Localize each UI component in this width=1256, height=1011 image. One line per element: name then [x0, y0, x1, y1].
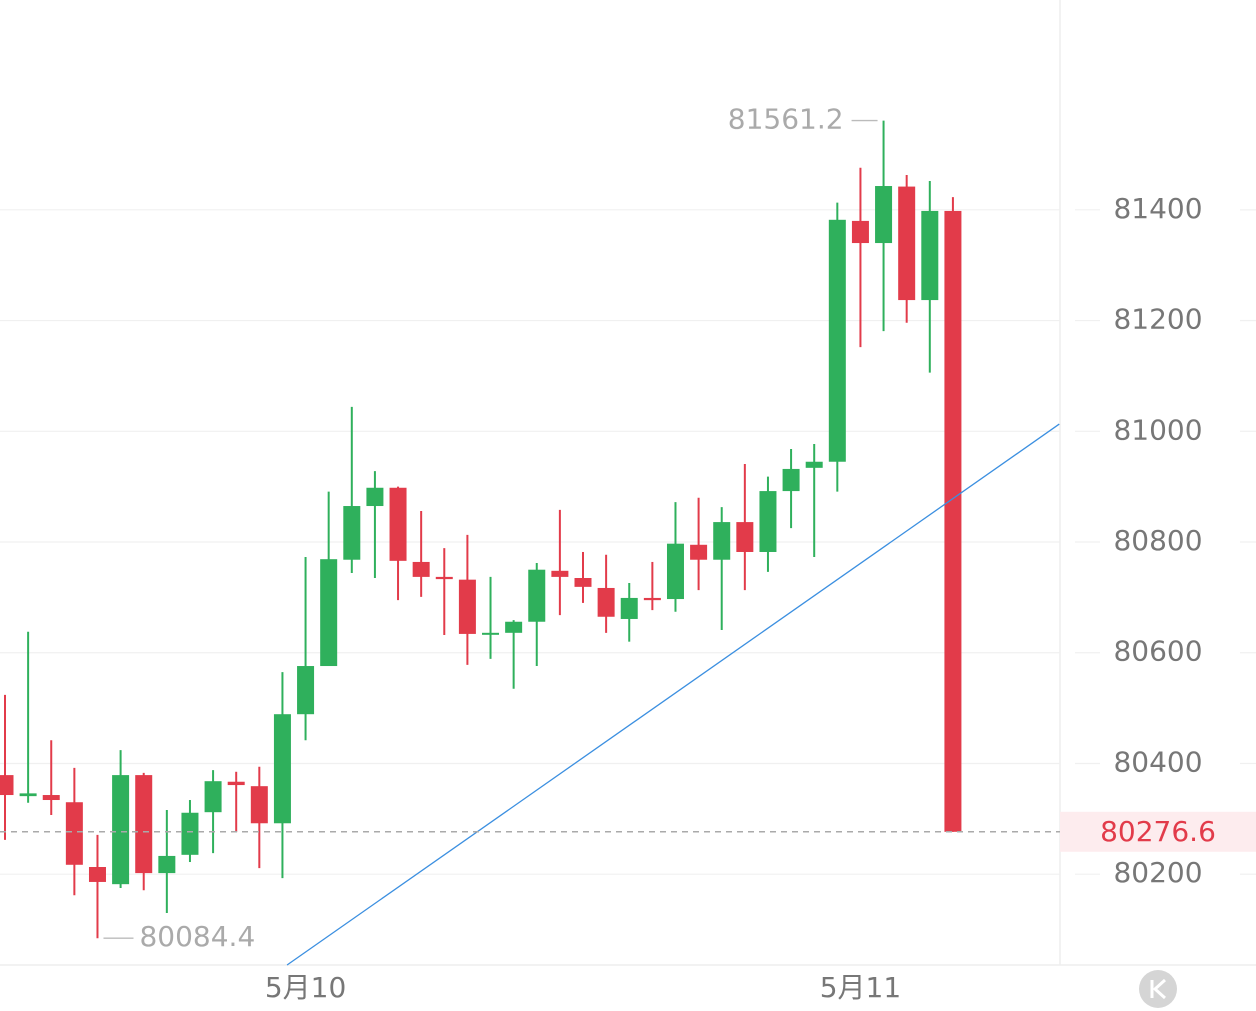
candle-body	[875, 186, 893, 244]
y-tick-label: 80800	[1113, 524, 1202, 557]
candle-body	[366, 487, 384, 507]
candle-body	[828, 219, 846, 462]
candle-body	[65, 802, 83, 865]
last-price-label: 80276.6	[1100, 815, 1216, 848]
candle-body	[458, 579, 476, 634]
candle-body	[851, 220, 869, 244]
candle-body	[435, 576, 453, 580]
candle-body	[42, 795, 60, 801]
candle-body	[389, 487, 407, 561]
y-tick-label: 81200	[1113, 303, 1202, 336]
candle-body	[528, 569, 546, 622]
candle-body	[597, 587, 615, 617]
kline-glyph	[1150, 978, 1167, 1000]
candle-body	[921, 210, 939, 301]
candle-body	[135, 775, 153, 874]
candle-body	[273, 714, 291, 824]
candle-body	[250, 786, 268, 824]
candle-body	[88, 867, 106, 882]
candle-body	[898, 186, 916, 301]
candle-body	[112, 775, 130, 885]
candle-body	[736, 522, 754, 552]
y-tick-label: 80400	[1113, 745, 1202, 778]
candle-body	[227, 781, 245, 786]
candle-body	[944, 210, 962, 832]
kline-icon[interactable]	[1139, 970, 1177, 1008]
y-tick-label: 81000	[1113, 413, 1202, 446]
candle-body	[505, 621, 523, 633]
kline-button[interactable]	[1139, 970, 1177, 1008]
candle-body	[759, 491, 777, 552]
candle-body	[713, 522, 731, 560]
y-tick-label: 80600	[1113, 635, 1202, 668]
high-label: 81561.2	[728, 103, 844, 136]
trendline	[286, 423, 1060, 966]
last-price-tag	[1060, 811, 1256, 852]
y-tick-label: 80200	[1113, 856, 1202, 889]
candle-body	[643, 597, 661, 601]
candle-body	[482, 632, 500, 635]
candle-body	[181, 812, 199, 855]
candle-body	[343, 506, 361, 560]
candle-body	[551, 570, 569, 577]
y-tick-label: 81400	[1113, 192, 1202, 225]
x-tick-label: 5月11	[820, 971, 901, 1004]
candle-body	[320, 559, 338, 667]
candle-body	[0, 775, 14, 796]
candle-body	[574, 578, 592, 587]
candle-body	[782, 468, 800, 492]
candle-body	[690, 544, 708, 560]
candle-body	[158, 855, 176, 874]
candle-body	[204, 781, 222, 813]
candle-body	[19, 793, 37, 797]
candle-body	[666, 543, 684, 600]
candle-body	[412, 561, 430, 577]
low-label: 80084.4	[139, 920, 255, 953]
x-tick-label: 5月10	[265, 971, 346, 1004]
candle-body	[805, 461, 823, 468]
candle-body	[297, 666, 315, 715]
candle-body	[620, 597, 638, 619]
